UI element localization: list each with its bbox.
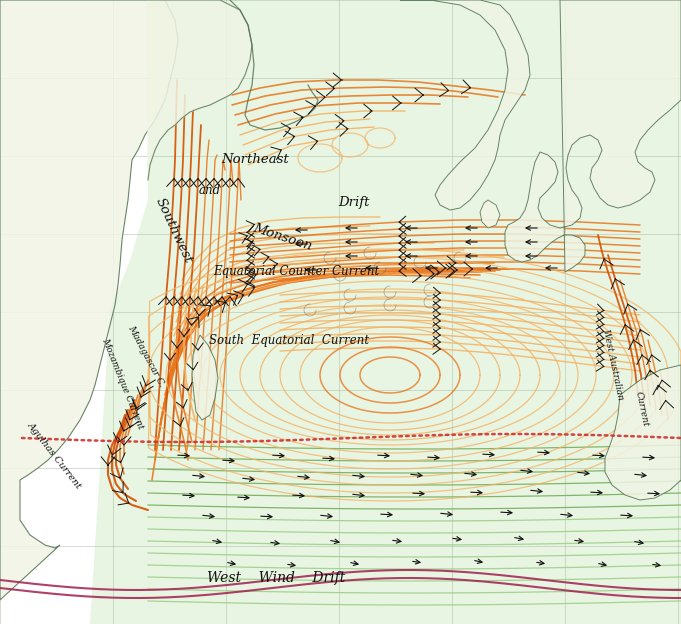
Text: Northeast: Northeast <box>221 153 289 165</box>
Polygon shape <box>400 0 530 210</box>
Text: West Australian: West Australian <box>601 329 624 401</box>
Text: Southwest: Southwest <box>153 196 195 266</box>
Polygon shape <box>505 0 681 272</box>
Text: and: and <box>199 184 221 197</box>
Text: Monsoon: Monsoon <box>251 222 314 253</box>
Polygon shape <box>0 0 178 600</box>
Text: West    Wind    Drift: West Wind Drift <box>206 572 345 585</box>
Polygon shape <box>0 0 148 624</box>
Polygon shape <box>148 0 252 180</box>
Text: Current: Current <box>633 390 650 427</box>
Polygon shape <box>480 200 500 228</box>
Text: Agulhas Current: Agulhas Current <box>26 421 83 490</box>
Text: Drift: Drift <box>338 197 370 209</box>
Text: Mozambique Current: Mozambique Current <box>100 337 145 431</box>
Text: Equatorial Counter Current: Equatorial Counter Current <box>213 265 379 278</box>
Polygon shape <box>605 365 681 500</box>
Text: South  Equatorial  Current: South Equatorial Current <box>209 334 370 346</box>
Polygon shape <box>192 335 218 420</box>
Text: Madagascar C.: Madagascar C. <box>127 323 166 388</box>
